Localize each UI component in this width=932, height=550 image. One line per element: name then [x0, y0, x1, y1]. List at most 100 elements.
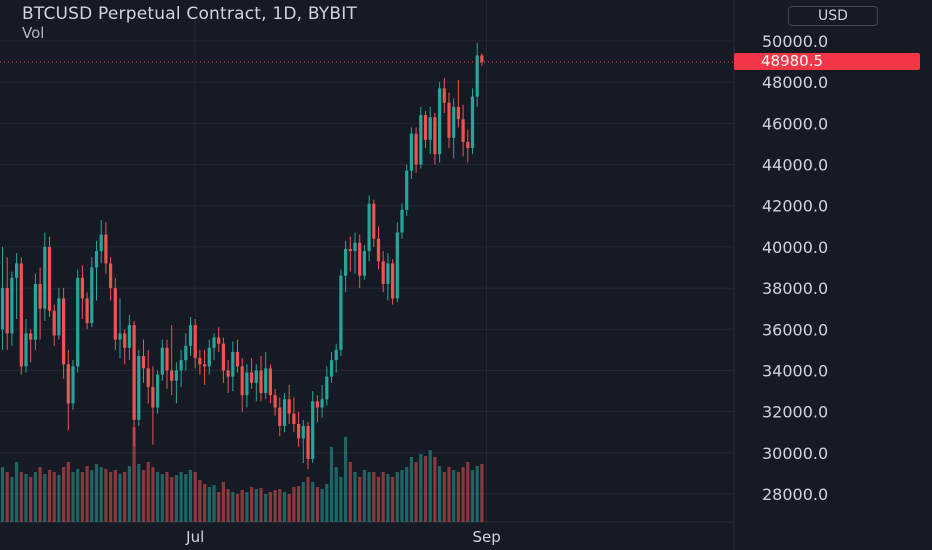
- candle-body[interactable]: [146, 368, 150, 387]
- candle-body[interactable]: [245, 372, 249, 396]
- candle-body[interactable]: [339, 275, 343, 350]
- candle-body[interactable]: [433, 117, 437, 155]
- candle-body[interactable]: [423, 115, 428, 140]
- candle-body[interactable]: [447, 102, 451, 138]
- candle-body[interactable]: [43, 246, 47, 309]
- candle-body[interactable]: [235, 351, 240, 367]
- candle-body[interactable]: [325, 376, 329, 400]
- candle-body[interactable]: [470, 96, 475, 149]
- candle-body[interactable]: [33, 283, 37, 340]
- candle-body[interactable]: [250, 372, 254, 383]
- candle-body[interactable]: [0, 288, 5, 330]
- candle-body[interactable]: [123, 333, 127, 348]
- currency-selector-button[interactable]: USD: [788, 6, 878, 26]
- candle-body[interactable]: [5, 288, 9, 334]
- candle-body[interactable]: [400, 209, 404, 233]
- candle-body[interactable]: [442, 88, 446, 103]
- candle-body[interactable]: [344, 248, 348, 276]
- candle-body[interactable]: [391, 263, 395, 299]
- candle-body[interactable]: [38, 283, 42, 309]
- candle-body[interactable]: [160, 347, 164, 375]
- candle-body[interactable]: [292, 413, 296, 424]
- candle-body[interactable]: [221, 343, 225, 371]
- candle-body[interactable]: [24, 333, 28, 367]
- candle-body[interactable]: [278, 407, 282, 427]
- candle-body[interactable]: [71, 366, 75, 404]
- candle-body[interactable]: [438, 88, 442, 155]
- candle-body[interactable]: [466, 141, 470, 149]
- candle-body[interactable]: [452, 106, 456, 138]
- candle-body[interactable]: [66, 364, 70, 404]
- candle-body[interactable]: [47, 246, 52, 311]
- candle-body[interactable]: [76, 277, 80, 367]
- candle-body[interactable]: [174, 370, 178, 381]
- candle-body[interactable]: [362, 251, 366, 276]
- candle-body[interactable]: [372, 203, 376, 239]
- candle-body[interactable]: [386, 263, 390, 284]
- candle-body[interactable]: [207, 347, 211, 367]
- candle-body[interactable]: [405, 170, 409, 210]
- candle-body[interactable]: [104, 234, 108, 264]
- candle-body[interactable]: [287, 399, 291, 414]
- candle-body[interactable]: [62, 298, 66, 365]
- candle-body[interactable]: [268, 368, 272, 396]
- candle-body[interactable]: [141, 356, 146, 369]
- candle-body[interactable]: [381, 261, 385, 284]
- candle-body[interactable]: [376, 238, 381, 262]
- candle-body[interactable]: [480, 55, 484, 62]
- candle-body[interactable]: [414, 133, 418, 165]
- candle-body[interactable]: [15, 263, 19, 278]
- candle-body[interactable]: [353, 242, 357, 252]
- candle-body[interactable]: [127, 325, 131, 348]
- candle-body[interactable]: [297, 423, 301, 439]
- candle-body[interactable]: [320, 399, 324, 408]
- candle-body[interactable]: [203, 364, 207, 367]
- candle-body[interactable]: [156, 374, 160, 408]
- candle-body[interactable]: [367, 203, 371, 252]
- candle-body[interactable]: [99, 234, 103, 252]
- candle-body[interactable]: [109, 263, 113, 289]
- candle-body[interactable]: [329, 360, 334, 377]
- candle-body[interactable]: [52, 310, 56, 336]
- candle-body[interactable]: [94, 251, 99, 268]
- candle-body[interactable]: [132, 325, 136, 420]
- candle-body[interactable]: [475, 55, 479, 97]
- candle-body[interactable]: [419, 115, 423, 165]
- candle-body[interactable]: [212, 337, 216, 348]
- candle-body[interactable]: [57, 298, 61, 336]
- candle-body[interactable]: [306, 426, 310, 459]
- candle-body[interactable]: [10, 277, 14, 334]
- candle-body[interactable]: [240, 366, 244, 396]
- candle-body[interactable]: [264, 368, 268, 394]
- candle-body[interactable]: [409, 133, 413, 171]
- candle-body[interactable]: [19, 263, 23, 367]
- candle-body[interactable]: [29, 333, 33, 340]
- candle-body[interactable]: [301, 426, 305, 439]
- candle-body[interactable]: [282, 399, 287, 427]
- candle-body[interactable]: [85, 298, 89, 324]
- candle-body[interactable]: [151, 386, 155, 408]
- candle-body[interactable]: [334, 349, 338, 361]
- candle-body[interactable]: [170, 370, 174, 381]
- candle-body[interactable]: [428, 117, 432, 140]
- candle-body[interactable]: [273, 395, 277, 408]
- candle-body[interactable]: [259, 370, 263, 394]
- candle-body[interactable]: [456, 106, 460, 120]
- candle-body[interactable]: [90, 267, 94, 324]
- candle-body[interactable]: [358, 242, 362, 276]
- candle-body[interactable]: [165, 347, 169, 371]
- candle-body[interactable]: [231, 351, 235, 377]
- candle-body[interactable]: [118, 333, 122, 340]
- candle-body[interactable]: [311, 401, 315, 459]
- candle-body[interactable]: [113, 288, 117, 340]
- candle-body[interactable]: [315, 401, 319, 408]
- candle-body[interactable]: [254, 370, 258, 383]
- candle-body[interactable]: [395, 232, 399, 299]
- candle-body[interactable]: [217, 337, 221, 344]
- candle-body[interactable]: [188, 325, 193, 346]
- candle-body[interactable]: [179, 360, 183, 371]
- candle-body[interactable]: [226, 370, 230, 377]
- candle-body[interactable]: [198, 358, 202, 365]
- candle-body[interactable]: [137, 356, 141, 420]
